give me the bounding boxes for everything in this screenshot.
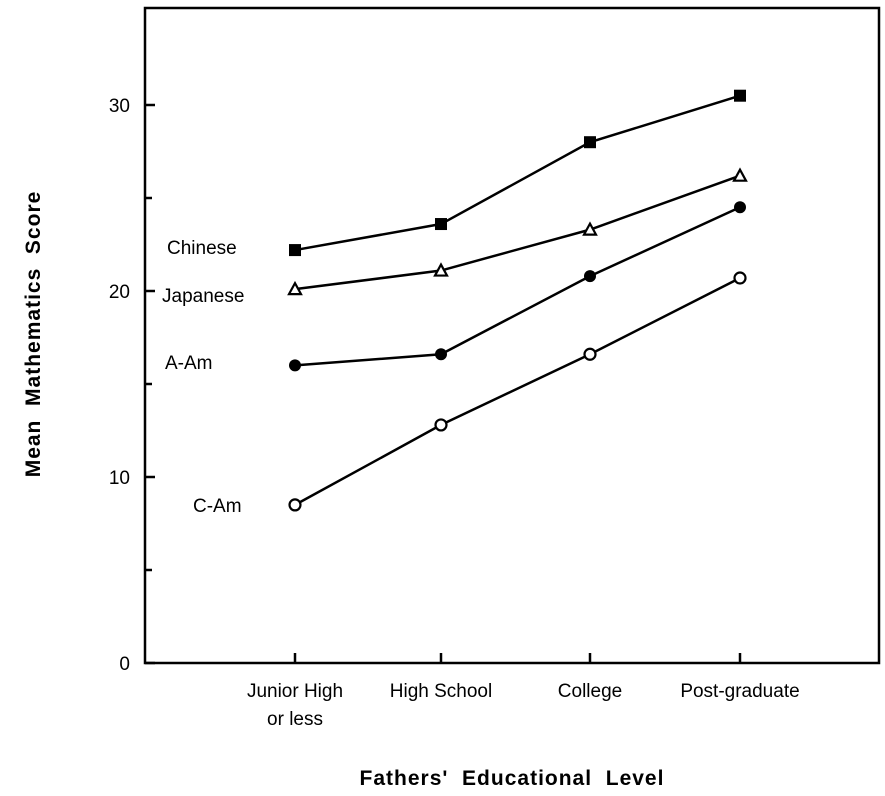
marker-japanese-1: [433, 262, 449, 277]
marker-a-am-1: [435, 348, 447, 361]
y-axis-title: Mean Mathematics Score: [22, 191, 45, 478]
x-tick-label-3: Post-graduate: [680, 681, 799, 702]
marker-japanese-3: [732, 167, 748, 182]
marker-a-am-0: [289, 359, 301, 372]
marker-chinese-0: [289, 244, 301, 257]
series-label-chinese: Chinese: [167, 238, 237, 259]
marker-c-am-2: [583, 347, 597, 361]
series-line-a-am: [294, 206, 741, 367]
series-label-japanese: Japanese: [162, 286, 244, 307]
y-tick-label-30: 30: [109, 96, 130, 117]
series-label-c-am: C-Am: [193, 496, 242, 517]
marker-japanese-0: [287, 280, 303, 296]
x-axis-title: Fathers' Educational Level: [360, 767, 665, 790]
series-line-japanese: [294, 174, 741, 291]
marker-chinese-1: [435, 218, 447, 231]
marker-chinese-3: [734, 89, 746, 102]
marker-japanese-2: [582, 221, 598, 236]
plot-frame: [143, 6, 881, 665]
series-line-chinese: [294, 94, 741, 252]
marker-c-am-1: [434, 418, 448, 432]
marker-chinese-2: [584, 136, 596, 149]
series-line-c-am: [294, 276, 741, 506]
marker-c-am-0: [288, 498, 302, 512]
y-tick-label-0: 0: [119, 654, 130, 675]
y-tick-label-10: 10: [109, 468, 130, 489]
x-tick-label-0: Junior High: [247, 681, 343, 702]
x-tick-label-2: College: [558, 681, 622, 702]
marker-a-am-2: [584, 270, 596, 283]
x-tick-label-0-line2: or less: [267, 709, 323, 730]
marker-c-am-3: [733, 271, 747, 285]
x-tick-label-1: High School: [390, 681, 492, 702]
series-label-a-am: A-Am: [165, 353, 213, 374]
marker-a-am-3: [734, 201, 746, 214]
y-tick-label-20: 20: [109, 282, 130, 303]
